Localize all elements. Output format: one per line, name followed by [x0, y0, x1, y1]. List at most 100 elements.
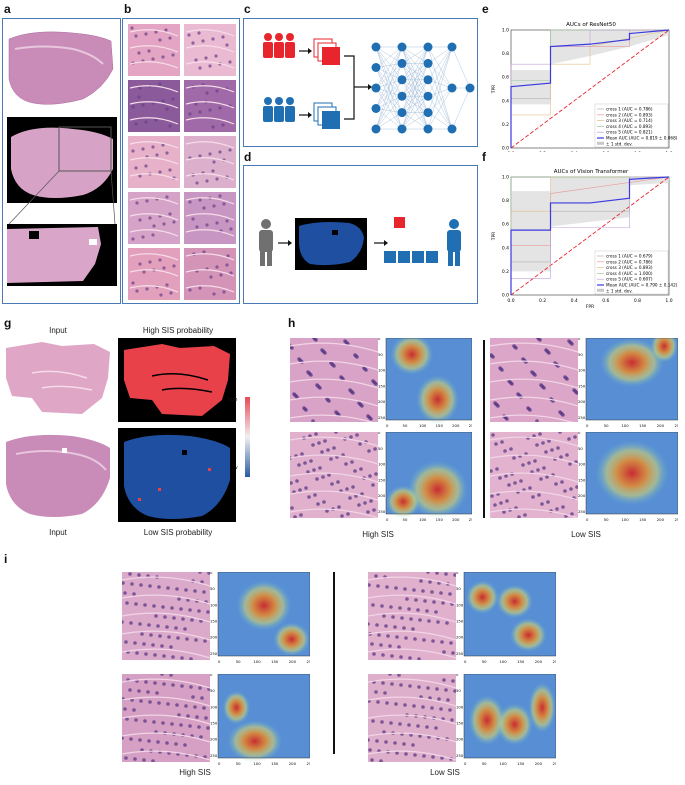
heat-tick-x: 150: [639, 423, 647, 428]
tick-y: 1.0: [502, 28, 509, 34]
heat-tick-y: 250: [210, 753, 218, 758]
heat-tick-y: 0: [456, 572, 459, 575]
heat-tick-x: 200: [289, 761, 297, 766]
h-high-label: High SIS: [362, 530, 394, 539]
tick-x: 0.4: [571, 298, 578, 304]
roc-curve-mean: [510, 29, 670, 148]
heat-tick-y: 0: [378, 432, 381, 435]
y-axis-label: TPR: [491, 232, 497, 242]
heat-tick-x: 0: [586, 517, 589, 522]
heat-tick-x: 250: [469, 517, 472, 522]
heat-tick-y: 0: [578, 432, 581, 435]
probability-colorbar: [245, 397, 250, 477]
heat-tick-y: 200: [578, 493, 586, 498]
he-patch: [490, 338, 578, 422]
he-patch: [290, 338, 378, 422]
tick-y: 0.0: [502, 146, 509, 152]
heat-tick-y: 150: [578, 383, 586, 388]
heat-tick-x: 200: [452, 517, 460, 522]
panel-d-diagram: [259, 217, 461, 270]
he-patch: [122, 572, 210, 660]
tick-y: 0.8: [502, 51, 509, 57]
he-tile: [184, 192, 236, 244]
heat-tick-y: 250: [456, 753, 464, 758]
heat-tick-x: 100: [621, 517, 629, 522]
heat-tick-y: 100: [378, 462, 386, 467]
tick-x: 0.8: [634, 151, 641, 152]
panel-e: AUCs of ResNet50 0.00.20.40.60.81.00.00.…: [481, 18, 681, 163]
heat-tick-y: 150: [578, 477, 586, 482]
heat-tick-y: 50: [456, 688, 461, 693]
tick-x: 1.0: [665, 298, 672, 304]
g-high-label: High SIS probability: [142, 326, 214, 335]
roc-chart-vit: AUCs of Vision Transformer 0.0 0.2 0.4 0.6 0…: [491, 169, 678, 310]
gradcam-heatmap: 050100150200250050100150200250: [456, 572, 556, 664]
legend-entry: Mean AUC (AUC = 0.790 ± 0.142): [606, 283, 678, 288]
he-tile: [184, 248, 236, 300]
heat-tick-x: 50: [236, 761, 241, 766]
roc-e-title: AUCs of ResNet50: [566, 22, 616, 28]
roc-curve-mean: [510, 176, 670, 295]
h-low-label: Low SIS: [571, 530, 601, 539]
heat-tick-x: 200: [535, 659, 543, 664]
legend-entry: cross 4 (AUC = 0.893): [606, 124, 653, 129]
heat-tick-y: 250: [578, 509, 586, 514]
legend-entry: cross 3 (AUC = 0.893): [606, 265, 653, 270]
h-separator: [483, 340, 485, 518]
panel-label-g: g: [4, 316, 12, 330]
he-patch: [290, 432, 378, 518]
i-low-label: Low SIS: [430, 768, 460, 777]
he-tile: [184, 80, 236, 132]
heat-tick-y: 100: [210, 602, 218, 607]
roc-chart-resnet: AUCs of ResNet50 0.00.20.40.60.81.00.00.…: [491, 22, 678, 163]
panel-label-d: d: [244, 150, 252, 164]
g-low-label: Low SIS probability: [143, 528, 213, 537]
he-patch: [122, 674, 210, 762]
gradcam-heatmap: 050100150200250050100150200250: [378, 338, 472, 428]
gradcam-heatmap: 050100150200250050100150200250: [456, 674, 556, 766]
heat-tick-y: 150: [210, 720, 218, 725]
roc-legend: [594, 250, 669, 295]
panel-label-c: c: [244, 2, 251, 16]
heat-tick-x: 100: [253, 659, 261, 664]
tile-grid: [128, 24, 236, 300]
heat-tick-x: 200: [657, 423, 665, 428]
heat-tick-x: 0: [218, 761, 221, 766]
legend-entry: Mean AUC (AUC = 0.819 ± 0.068): [606, 136, 678, 141]
heat-tick-y: 0: [378, 338, 381, 341]
panel-f: AUCs of Vision Transformer 0.0 0.2 0.4 0.6 0…: [481, 165, 681, 310]
heat-tick-x: 100: [621, 423, 629, 428]
heat-tick-x: 250: [552, 761, 556, 766]
roc-f-title: AUCs of Vision Transformer: [554, 169, 629, 175]
heat-tick-x: 0: [218, 659, 221, 664]
legend-entry: cross 3 (AUC = 0.714): [606, 118, 653, 123]
tick-x: 0.2: [539, 151, 546, 152]
heat-tick-y: 50: [578, 446, 583, 451]
he-patch: [368, 572, 456, 660]
heat-tick-x: 150: [639, 517, 647, 522]
heat-tick-y: 50: [456, 586, 461, 591]
heat-tick-x: 50: [236, 659, 241, 664]
heat-tick-x: 150: [436, 423, 444, 428]
heat-tick-y: 200: [578, 399, 586, 404]
panel-a-figure: [7, 31, 117, 286]
tick-y: 0.8: [502, 198, 509, 204]
g-input-bottom-slide: [6, 434, 110, 517]
heat-tick-x: 0: [464, 659, 467, 664]
patient-group-red-icon: [263, 33, 295, 58]
heat-tick-y: 250: [378, 415, 386, 420]
he-patch: [490, 432, 578, 518]
heat-tick-x: 0: [464, 761, 467, 766]
heat-tick-x: 50: [604, 423, 609, 428]
g-high-map: [118, 338, 236, 422]
heat-tick-y: 200: [378, 399, 386, 404]
legend-entry: cross 2 (AUC = 0.893): [606, 112, 653, 117]
tick-x: 0.2: [539, 298, 546, 304]
heat-tick-y: 250: [578, 415, 586, 420]
heat-tick-y: 250: [456, 651, 464, 656]
tile-stack-red-icon: [313, 38, 340, 65]
heat-tick-x: 50: [403, 423, 408, 428]
heat-tick-x: 250: [674, 423, 678, 428]
blue-tiles-icon: [384, 251, 438, 263]
he-tile: [128, 136, 180, 188]
